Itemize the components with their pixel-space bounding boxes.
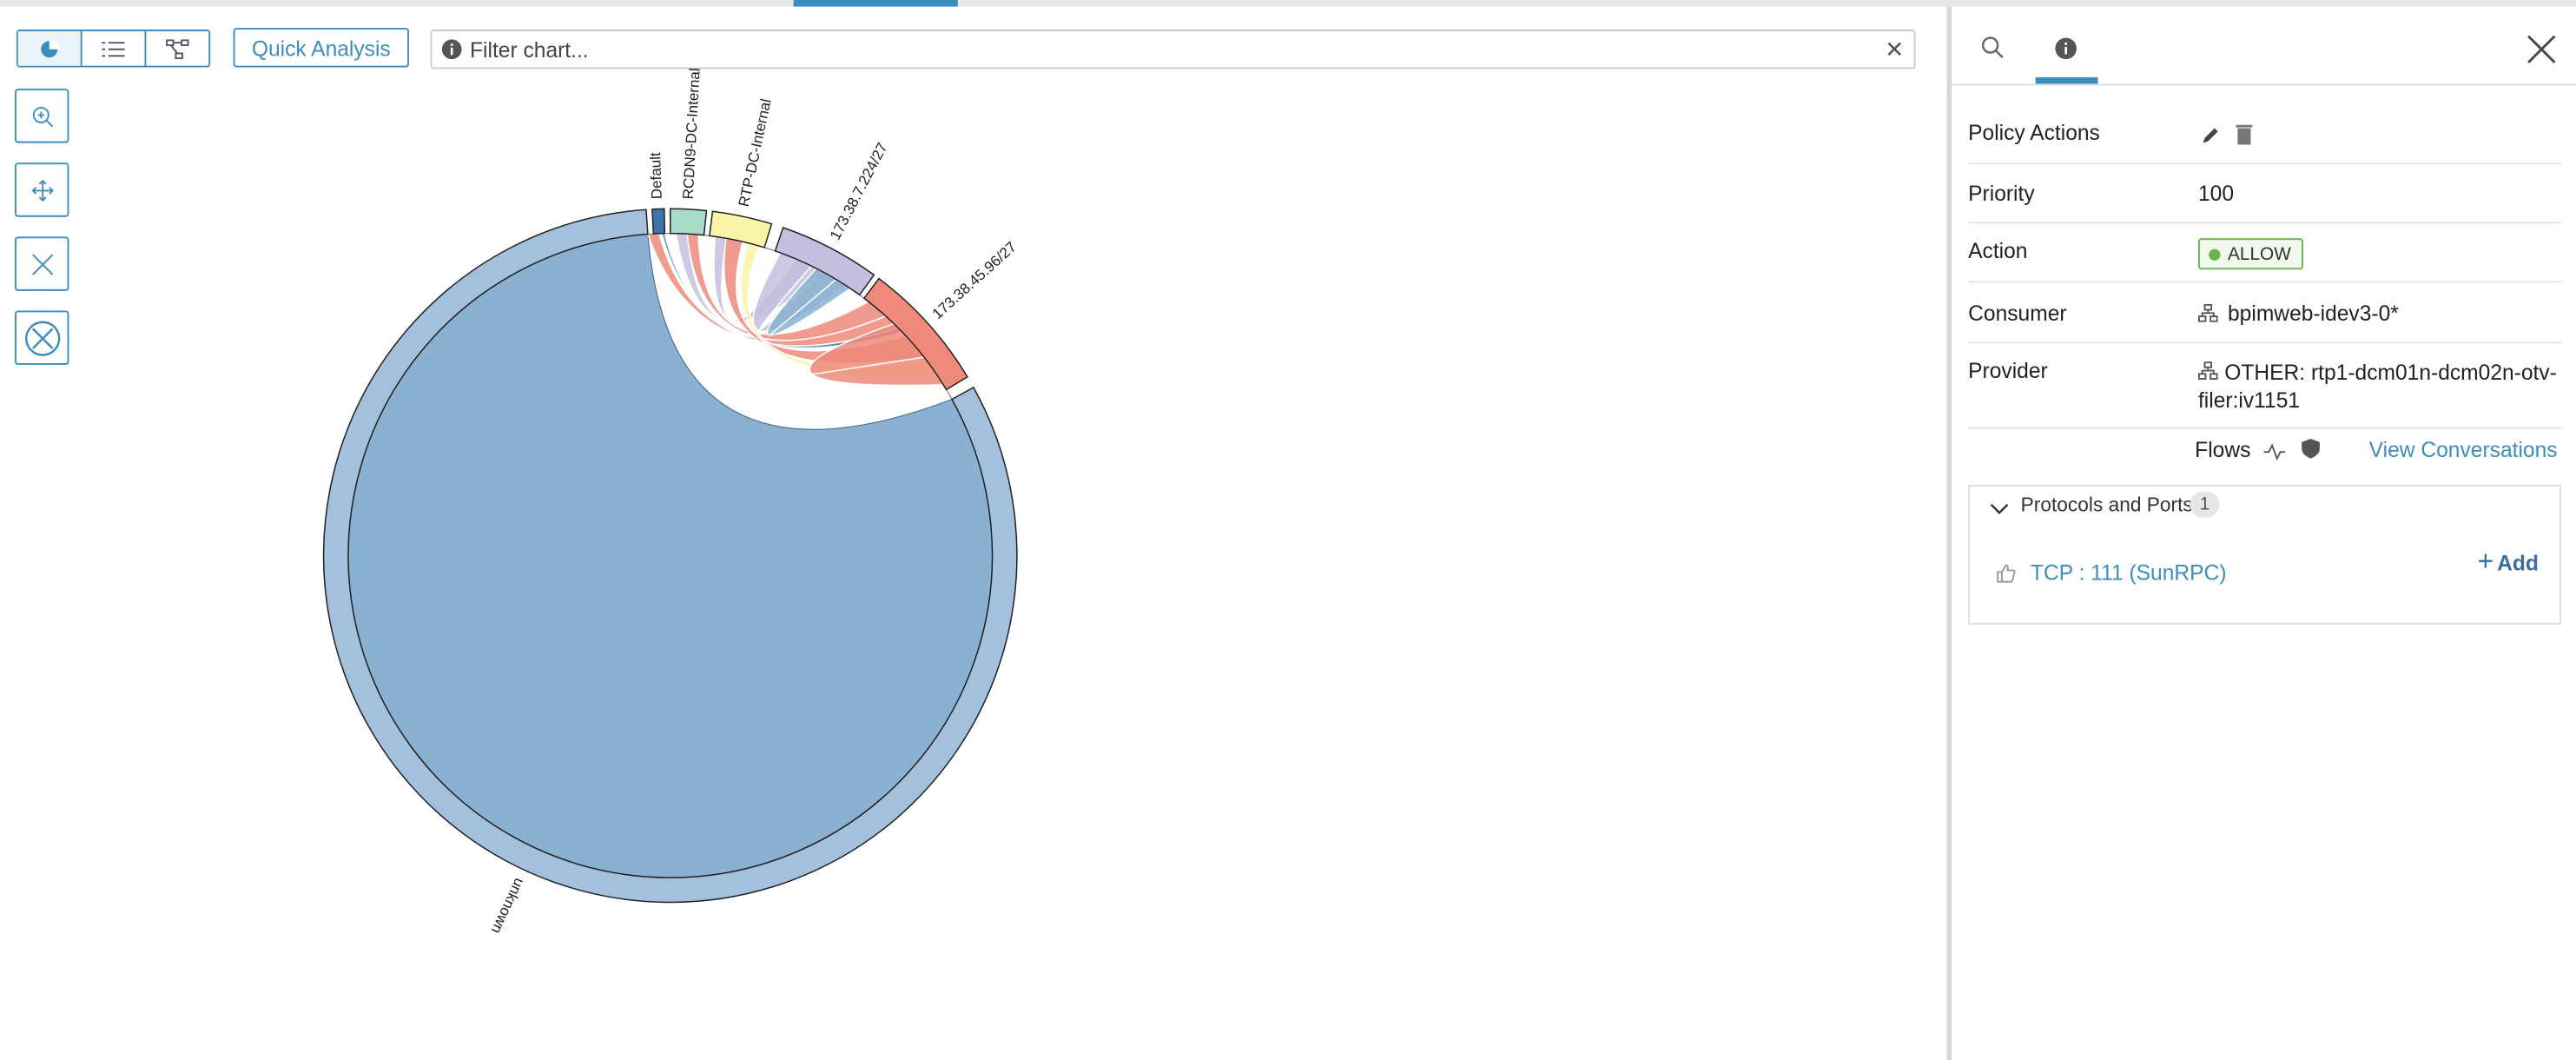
add-text: Add (2497, 549, 2539, 575)
delete-icon[interactable] (2236, 123, 2253, 153)
protocols-box (1968, 485, 2562, 625)
row-label: Provider (1968, 358, 2048, 383)
pan-button[interactable] (15, 162, 69, 217)
group-arc (862, 277, 968, 391)
tab-border (1952, 83, 2576, 86)
shield-icon[interactable] (2302, 437, 2320, 467)
group-arc (709, 210, 773, 248)
consumer-text: bpimweb-idev3-0* (2228, 301, 2399, 326)
view-switch (16, 30, 211, 68)
group-arc (322, 209, 1018, 904)
filter-placeholder: Filter chart... (469, 36, 589, 62)
protocol-item[interactable]: TCP : 111 (SunRPC) (2031, 560, 2227, 586)
row-separator (1968, 341, 2562, 344)
group-arc (651, 208, 666, 235)
edit-icon[interactable] (2202, 123, 2222, 153)
consumer-value: bpimweb-idev3-0* (2197, 301, 2399, 326)
search-tab[interactable] (1981, 36, 2004, 68)
row-label: Consumer (1968, 301, 2067, 326)
group-label: Default (647, 152, 665, 200)
top-bar (0, 0, 2576, 7)
flows-icon[interactable] (2263, 439, 2286, 468)
chord-diagram: Default RCDN9-DC-Internal RTP-DC-Internal 1… (322, 68, 1020, 937)
provider-value: OTHER: rtp1-dcm01n-dcm02n-otv-filer:iv11… (2197, 358, 2563, 414)
clear-all-button[interactable] (15, 310, 69, 365)
protocols-count: 1 (2190, 491, 2220, 518)
protocols-title: Protocols and Ports (2020, 493, 2193, 516)
row-label: Priority (1968, 181, 2035, 206)
row-separator (1968, 222, 2562, 224)
row-separator (1968, 281, 2562, 283)
quick-analysis-button[interactable]: Quick Analysis (233, 28, 410, 68)
info-tab[interactable] (2055, 37, 2077, 68)
thumb-icon (1996, 562, 2016, 592)
flows-label: Flows (2195, 437, 2251, 462)
filter-input[interactable]: Filter chart... ✕ (430, 30, 1916, 70)
add-button[interactable]: + Add (2477, 546, 2539, 577)
priority-value: 100 (2197, 181, 2235, 206)
clear-filter[interactable]: ✕ (1885, 35, 1905, 62)
row-separator (1968, 427, 2562, 429)
provider-text: OTHER: rtp1-dcm01n-dcm02n-otv-filer:iv11… (2197, 360, 2557, 413)
reset-button[interactable] (15, 236, 69, 291)
group-label: unknown (488, 876, 528, 937)
row-label: Action (1968, 238, 2028, 263)
view-conversations-link[interactable]: View Conversations (2368, 437, 2558, 462)
group-arc (774, 227, 875, 296)
collapse-icon[interactable] (1990, 496, 2010, 526)
chord-view-button[interactable] (17, 30, 83, 66)
group-label: RCDN9-DC-Internal (680, 68, 703, 200)
graph-view-button[interactable] (146, 31, 208, 66)
group-label: 173.38.7.224/27 (827, 140, 891, 242)
group-label: RTP-DC-Internal (736, 97, 775, 209)
list-view-button[interactable] (83, 30, 147, 66)
group-label: 173.38.45.96/27 (929, 239, 1020, 322)
active-tab-indicator (2035, 76, 2098, 84)
panel-divider (1946, 6, 1952, 1060)
action-value: ALLOW (2228, 243, 2291, 264)
top-bar-active (793, 0, 958, 7)
row-separator (1968, 162, 2562, 165)
close-panel[interactable] (2526, 35, 2556, 73)
group-arc (670, 208, 708, 236)
row-label: Policy Actions (1968, 120, 2100, 145)
zoom-in-button[interactable] (15, 89, 69, 143)
action-badge: ALLOW (2197, 238, 2303, 270)
